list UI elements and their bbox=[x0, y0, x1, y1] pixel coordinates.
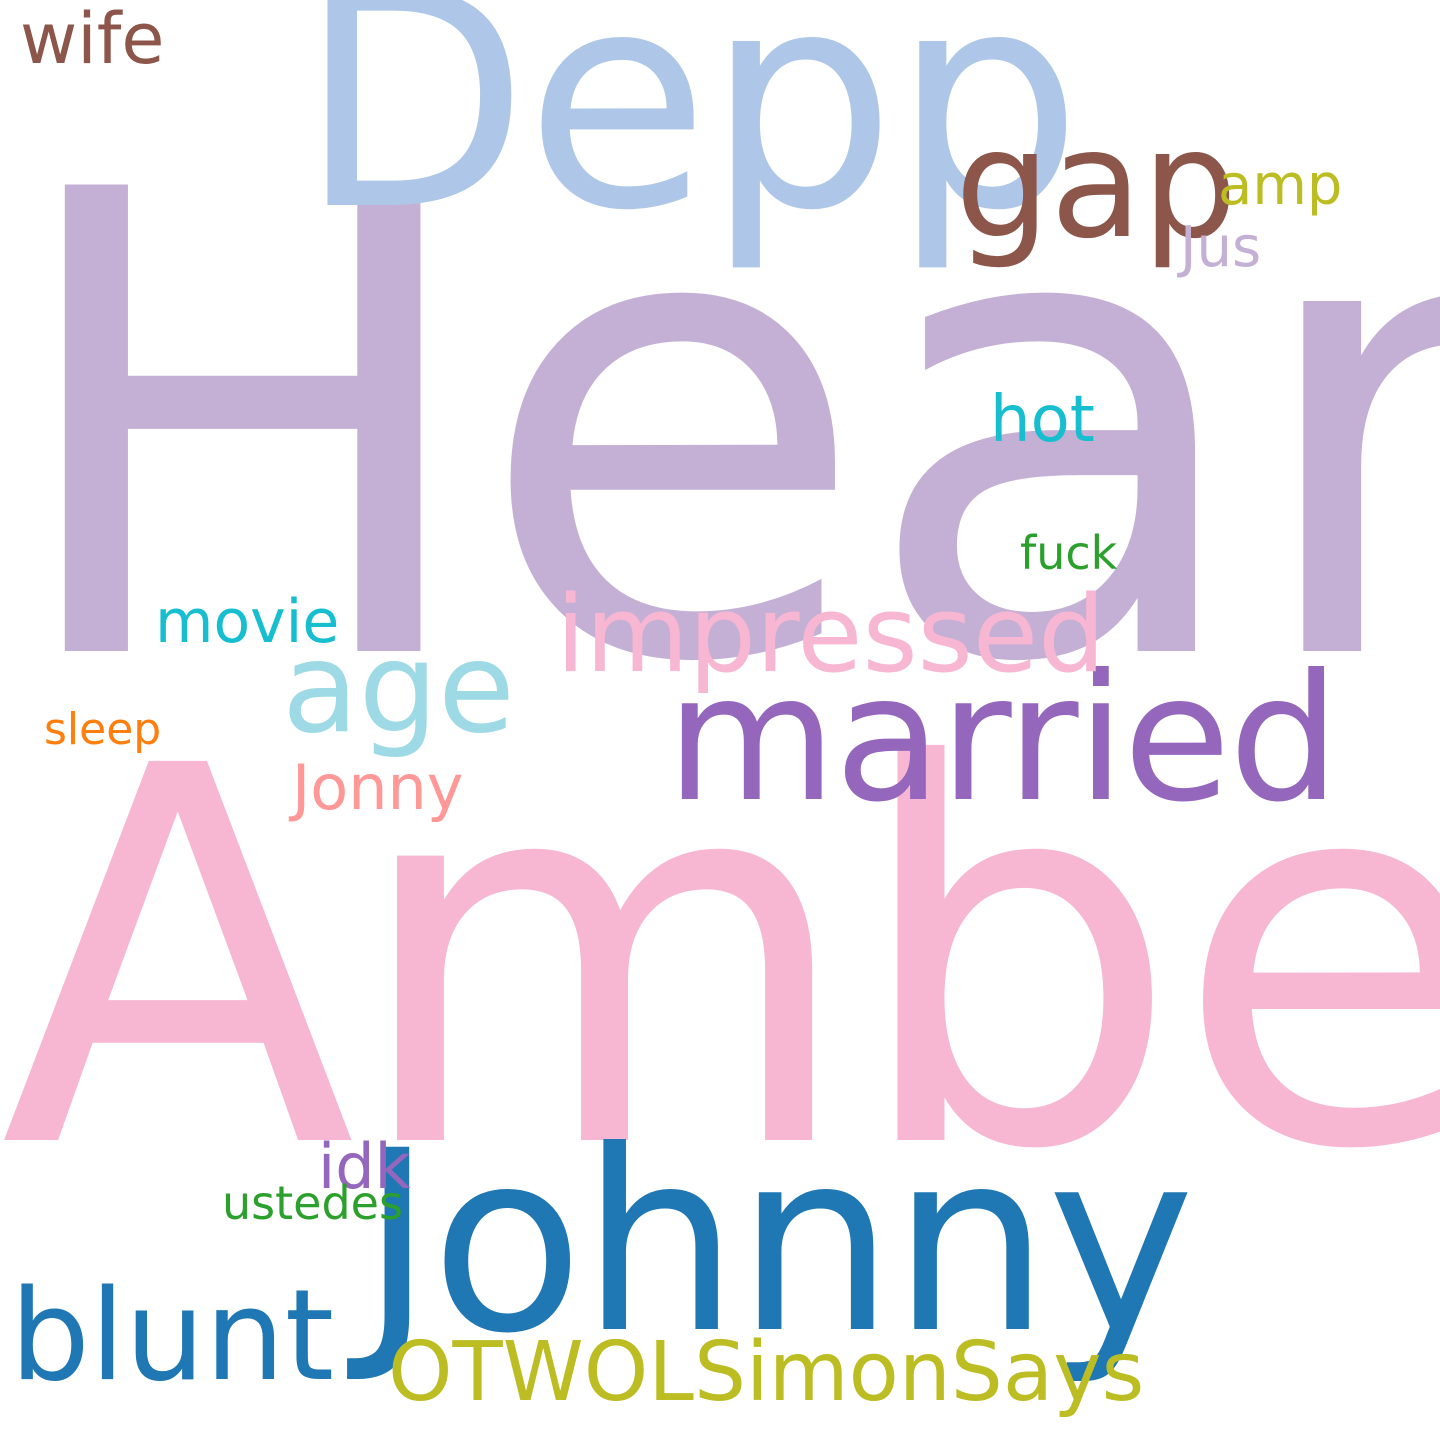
word-jonny: Jonny bbox=[292, 751, 464, 824]
word-age: age bbox=[282, 616, 515, 761]
word-amp: amp bbox=[1218, 153, 1343, 218]
word-heard: Heard bbox=[2, 57, 1440, 802]
word-otwolsimonsays: OTWOLSimonSays bbox=[388, 1325, 1145, 1420]
word-idk: idk bbox=[318, 1130, 411, 1203]
word-fuck: fuck bbox=[1020, 526, 1118, 580]
word-impressed: impressed bbox=[556, 573, 1106, 696]
word-ustedes: ustedes bbox=[222, 1176, 403, 1230]
word-wife: wife bbox=[20, 0, 165, 80]
word-sleep: sleep bbox=[44, 704, 162, 755]
word-married: married bbox=[666, 638, 1340, 841]
word-hot: hot bbox=[990, 383, 1095, 457]
word-blunt: blunt bbox=[10, 1262, 335, 1409]
word-johnny: Johnny bbox=[360, 1097, 1195, 1388]
word-amber: Amber bbox=[0, 657, 1440, 1263]
word-gap: gap bbox=[955, 98, 1238, 272]
word-depp: Depp bbox=[298, 0, 1082, 276]
word-movie: movie bbox=[155, 587, 340, 657]
word-jus: Jus bbox=[1180, 215, 1262, 280]
